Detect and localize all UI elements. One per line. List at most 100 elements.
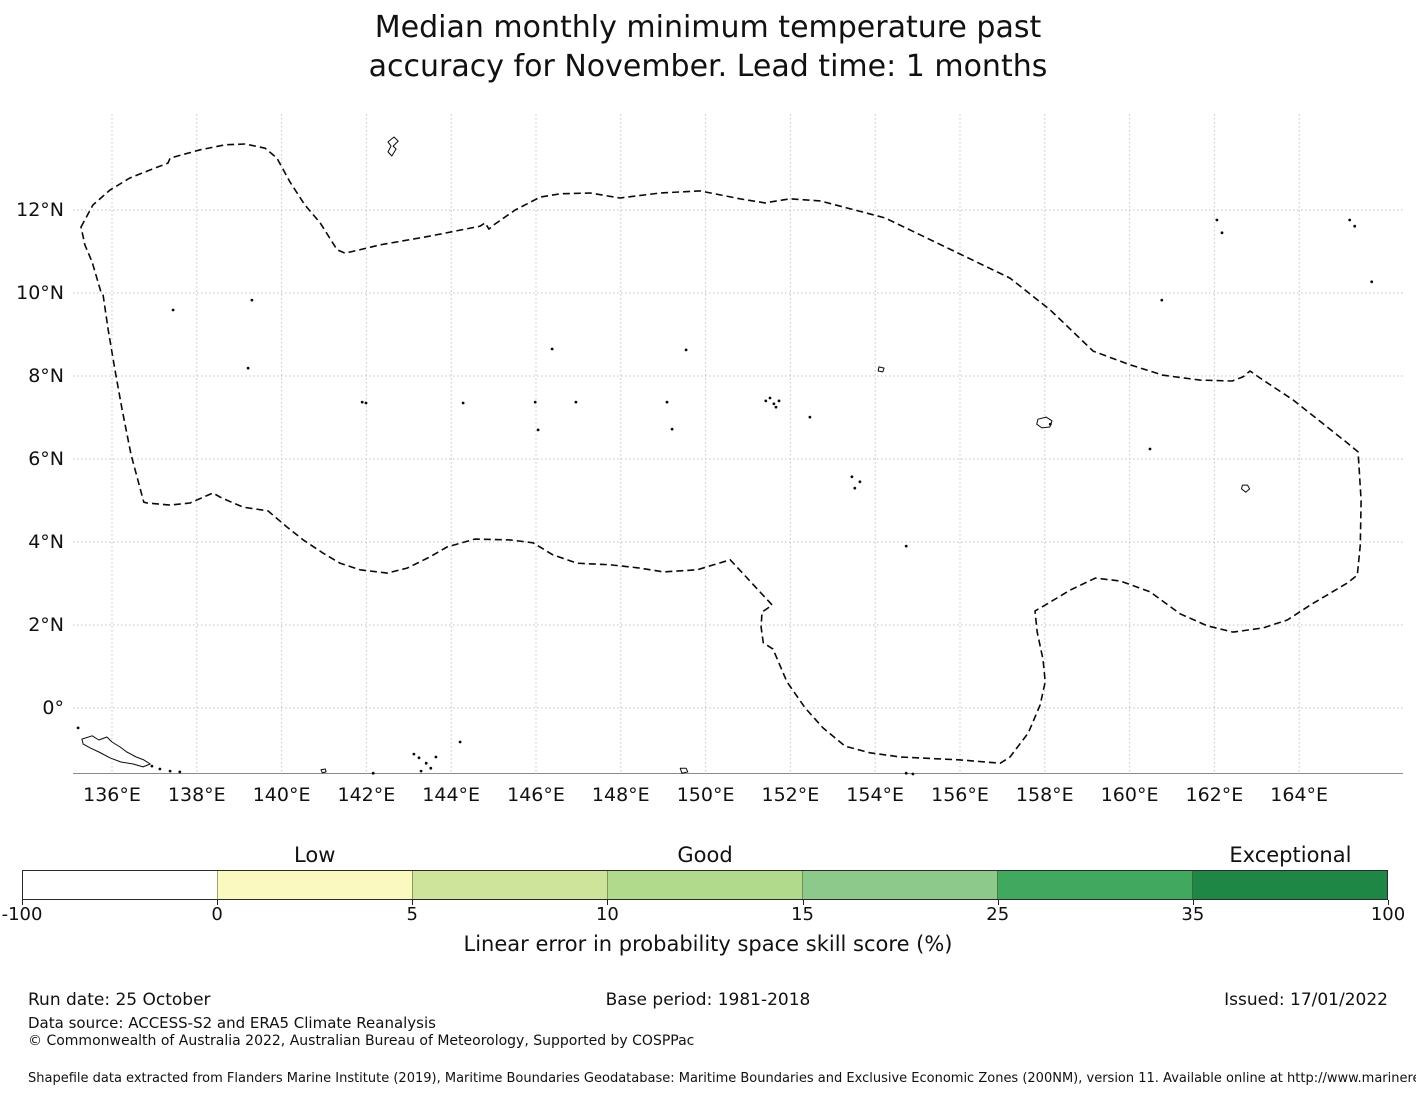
island-dot — [536, 428, 540, 432]
colorbar-tick-mark — [997, 900, 999, 905]
island-dot — [550, 347, 554, 351]
island-dot — [533, 400, 537, 404]
island-dot — [774, 405, 778, 409]
colorbar-tick-label: 35 — [1181, 904, 1205, 925]
footer-base-period: Base period: 1981-2018 — [605, 990, 811, 1010]
x-tick-label: 164°E — [1270, 784, 1329, 806]
x-tick-label: 140°E — [252, 784, 311, 806]
island-dot — [171, 308, 175, 312]
colorbar-tick-label: 0 — [211, 904, 223, 925]
colorbar-segment — [217, 871, 412, 899]
colorbar-tick-label: 100 — [1370, 904, 1406, 925]
colorbar-segment — [23, 871, 217, 899]
y-tick-label: 8°N — [28, 365, 64, 387]
colorbar-category-label: Low — [294, 843, 336, 867]
title-line-2: accuracy for November. Lead time: 1 mont… — [368, 49, 1048, 84]
x-tick-label: 158°E — [1015, 784, 1074, 806]
x-tick-label: 138°E — [167, 784, 226, 806]
island-dot — [768, 396, 772, 400]
title-line-1: Median monthly minimum temperature past — [374, 10, 1042, 45]
island-outline — [877, 366, 885, 373]
footer-issued-date: Issued: 17/01/2022 — [1224, 990, 1388, 1010]
island-dot — [412, 752, 416, 756]
footer-copyright: © Commonwealth of Australia 2022, Austra… — [28, 1033, 695, 1049]
x-tick-label: 160°E — [1100, 784, 1159, 806]
island-dot — [665, 400, 669, 404]
figure-title: Median monthly minimum temperature past … — [0, 8, 1416, 86]
island-dot — [461, 401, 465, 405]
island-outline — [320, 768, 327, 774]
eez-boundary-outline — [80, 143, 1362, 764]
footer-run-date: Run date: 25 October — [28, 990, 211, 1010]
colorbar-axis-label: Linear error in probability space skill … — [463, 932, 953, 956]
island-dot — [419, 769, 423, 773]
x-tick-label: 142°E — [337, 784, 396, 806]
footer-shapefile-note: Shapefile data extracted from Flanders M… — [28, 1071, 1416, 1086]
island-dot — [250, 298, 254, 302]
island-dot — [670, 427, 674, 431]
y-tick-label: 2°N — [28, 614, 64, 636]
colorbar-tick-mark — [217, 900, 219, 905]
island-dot — [364, 401, 368, 405]
island-dot — [434, 755, 438, 759]
colorbar-tick-label: 10 — [595, 904, 619, 925]
island-outline — [1241, 484, 1251, 493]
island-dot — [853, 486, 857, 490]
colorbar-category-label: Good — [677, 843, 733, 867]
colorbar-tick-label: 25 — [986, 904, 1010, 925]
island-outline — [387, 136, 399, 157]
island-dot — [904, 771, 908, 775]
island-outline — [679, 767, 689, 774]
island-dot — [574, 400, 578, 404]
island-dot — [429, 766, 433, 770]
y-tick-label: 6°N — [28, 448, 64, 470]
x-tick-label: 144°E — [422, 784, 481, 806]
y-tick-label: 0° — [42, 697, 64, 719]
island-dot — [777, 399, 781, 403]
island-dot — [684, 348, 688, 352]
island-dot — [772, 402, 776, 406]
island-dot — [178, 770, 182, 774]
colorbar-tick-mark — [1388, 900, 1389, 905]
x-tick-label: 156°E — [931, 784, 989, 806]
x-tick-label: 152°E — [761, 784, 820, 806]
colorbar-tick-label: 15 — [791, 904, 815, 925]
colorbar-segment — [412, 871, 607, 899]
y-tick-label: 10°N — [16, 282, 64, 304]
x-tick-label: 136°E — [83, 784, 141, 806]
colorbar-segment — [997, 871, 1192, 899]
island-dot — [1148, 447, 1152, 451]
island-dot — [858, 480, 862, 484]
island-dot — [1160, 298, 1164, 302]
island-dot — [417, 756, 421, 760]
colorbar-tick-mark — [607, 900, 609, 905]
island-dot — [1215, 218, 1219, 222]
island-dot — [76, 726, 80, 730]
island-dot — [1048, 422, 1052, 426]
colorbar-tick-label: -100 — [1, 904, 43, 925]
island-dot — [764, 399, 768, 403]
island-dot — [1220, 231, 1224, 235]
island-dot — [850, 475, 854, 479]
colorbar-tick-mark — [1192, 900, 1194, 905]
y-tick-label: 4°N — [28, 531, 64, 553]
island-dot — [1353, 224, 1357, 228]
colorbar-tick-mark — [802, 900, 804, 905]
x-tick-label: 150°E — [676, 784, 735, 806]
island-dot — [1370, 280, 1374, 284]
x-tick-label: 154°E — [846, 784, 905, 806]
x-tick-label: 162°E — [1185, 784, 1244, 806]
colorbar-tick-mark — [22, 900, 23, 905]
colorbar-segment — [607, 871, 802, 899]
island-dot — [911, 772, 915, 776]
island-dot — [150, 764, 154, 768]
x-tick-label: 148°E — [591, 784, 650, 806]
colorbar-segment — [802, 871, 997, 899]
colorbar-bar — [22, 870, 1388, 900]
y-tick-label: 12°N — [16, 199, 64, 221]
island-dot — [458, 740, 462, 744]
footer-data-source: Data source: ACCESS-S2 and ERA5 Climate … — [28, 1014, 436, 1032]
island-dot — [904, 544, 908, 548]
